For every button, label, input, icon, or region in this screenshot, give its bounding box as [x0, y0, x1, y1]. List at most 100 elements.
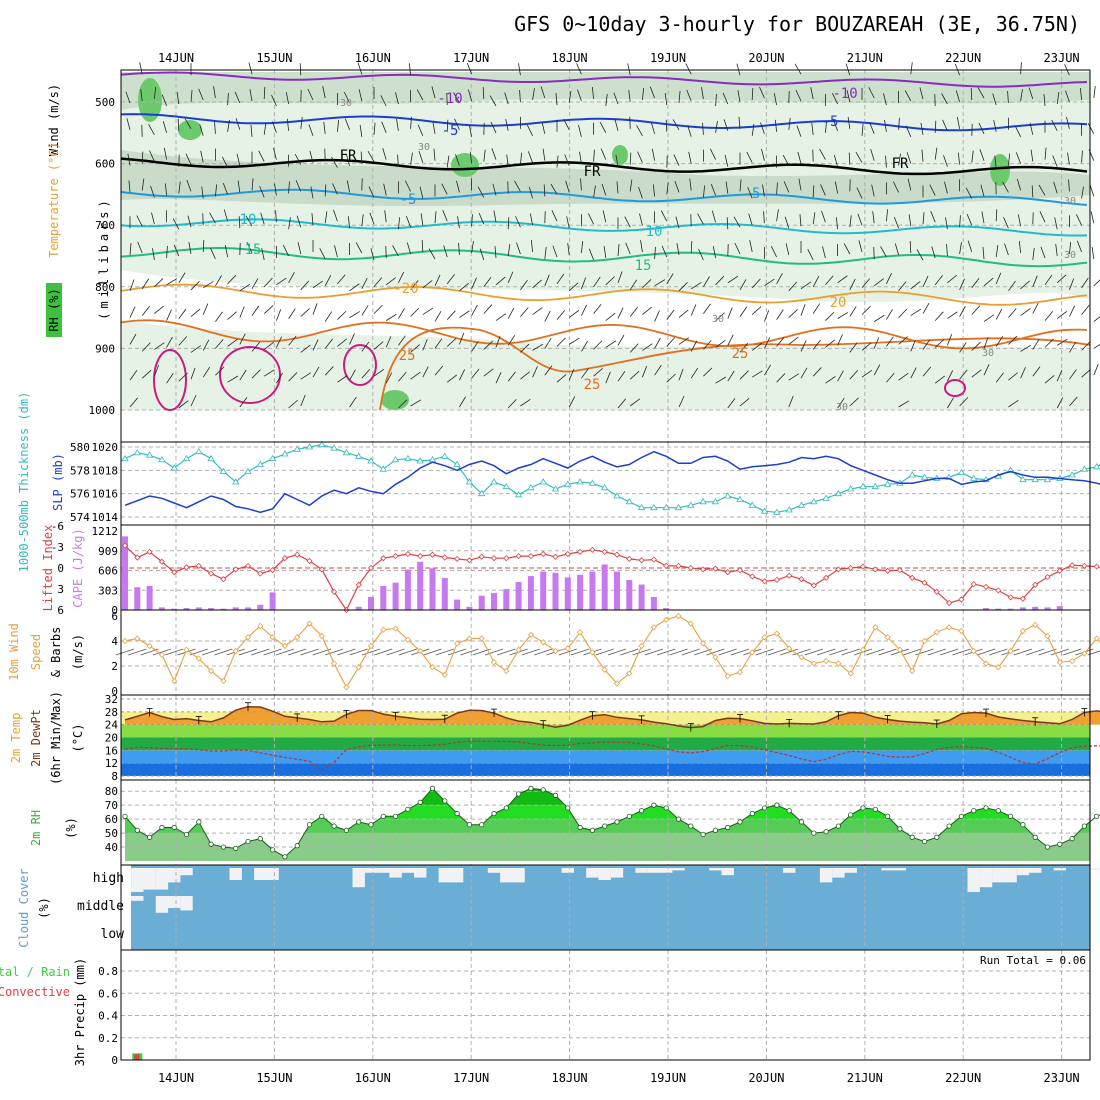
pressure-tick: 800	[95, 281, 115, 294]
wind-barb	[505, 118, 509, 131]
wind-barb	[1093, 343, 1100, 349]
wind10m-point	[1019, 627, 1026, 635]
wind-barb	[532, 366, 538, 378]
wind-barb	[163, 147, 167, 160]
isotherm-label: 10	[240, 212, 257, 228]
wind10m-barb	[288, 648, 307, 656]
wind-barb	[970, 87, 973, 101]
wind-barb	[629, 279, 638, 291]
thickness-point	[576, 478, 584, 485]
wind-barb	[1016, 178, 1021, 191]
wind-barb	[649, 86, 655, 99]
isotherm-line	[120, 247, 1088, 268]
wind10m-point	[195, 655, 202, 662]
precip-ylabel1: Total / Rain	[0, 965, 70, 979]
rh2m-point	[417, 799, 423, 805]
temp-band	[121, 750, 1090, 764]
wind-barb	[459, 333, 465, 345]
thickness-point	[613, 492, 621, 499]
li-tick: -6	[51, 520, 64, 533]
thickness-point	[465, 478, 474, 485]
wind-barb	[812, 212, 816, 225]
wind-barb	[944, 181, 948, 194]
pressure-tick: 600	[95, 158, 115, 171]
rh2m-point	[159, 824, 165, 831]
wind-barb	[995, 245, 999, 258]
li-point	[847, 564, 854, 572]
cape-bar	[1044, 607, 1051, 610]
wind-barb	[873, 314, 885, 322]
wind-barb	[861, 342, 872, 351]
rh2m-point	[503, 805, 509, 811]
cloud-level-label: low	[101, 927, 125, 942]
cloud-high-bar	[180, 868, 193, 876]
wind-barb	[751, 278, 761, 289]
rh2m-point	[761, 805, 768, 811]
li-point	[896, 567, 903, 574]
wind-barb	[946, 244, 948, 257]
rh-moist-area	[451, 153, 479, 177]
wind-barb	[152, 248, 155, 261]
wind-barb	[701, 87, 704, 100]
cape-bar	[638, 584, 645, 610]
temp2m-ylabel1: 2m Temp	[9, 713, 23, 764]
precip-panel: 0.8 0.6 0.4 0.2 0	[98, 949, 1091, 1067]
wind-barb	[161, 94, 167, 107]
wind-barb	[666, 182, 669, 195]
wind-barb	[588, 248, 594, 261]
wind10m-barb	[214, 648, 233, 656]
wind-barb	[532, 279, 542, 289]
rh2m-point	[626, 813, 632, 819]
wind-barb	[898, 153, 901, 166]
wind-barb	[798, 178, 802, 191]
wind-barb	[995, 336, 1004, 347]
cloud-level-label: high	[93, 871, 124, 886]
date-label-top: 20JUN	[748, 51, 784, 65]
temp-tick: 20	[105, 732, 118, 745]
wind-barb	[837, 334, 843, 346]
wind-barb	[922, 212, 925, 225]
wind-barb	[507, 307, 515, 319]
wind10m-barb	[423, 648, 442, 656]
wind-barb	[678, 91, 681, 104]
wind-barb	[434, 338, 443, 349]
wind-barb	[1044, 311, 1054, 321]
wind-barb	[542, 148, 546, 161]
cape-bar	[983, 608, 989, 610]
wind-barb	[176, 92, 180, 105]
wind-barb	[129, 397, 139, 408]
wind-barb	[959, 397, 969, 407]
wind-barb	[263, 341, 275, 350]
wind-barb	[343, 92, 350, 104]
wind-barb	[417, 124, 424, 136]
wind-barb	[1069, 369, 1077, 380]
wind-barb	[1007, 91, 1009, 104]
wind-barb	[552, 245, 558, 258]
rh2m-point	[196, 819, 202, 825]
wind10m-barb	[755, 648, 774, 656]
li-point	[786, 572, 793, 579]
wind-barb	[1040, 246, 1046, 259]
slp-tick: 1018	[92, 464, 119, 477]
wind-barb	[849, 397, 859, 407]
wind-barb	[1065, 90, 1070, 103]
wind-barb	[638, 186, 643, 199]
li-point	[601, 548, 608, 555]
thickness-point	[391, 456, 400, 463]
isotherm-label: -5	[822, 114, 839, 130]
wind-barb	[1008, 153, 1011, 166]
wind-barb	[395, 92, 399, 105]
rh-contour-label: 30	[1064, 196, 1076, 207]
rh2m-point	[958, 813, 965, 819]
wind10m-barb	[718, 648, 737, 656]
isotherm-label: 25	[732, 346, 749, 362]
li-point	[171, 569, 178, 576]
li-point	[515, 553, 522, 560]
thickness-point	[969, 474, 978, 481]
li-point	[208, 570, 215, 577]
wind-barb	[236, 153, 241, 166]
thickness-point	[1080, 465, 1089, 472]
wind-barb	[613, 92, 619, 105]
wind-barb	[1032, 339, 1040, 350]
li-point	[257, 570, 264, 577]
